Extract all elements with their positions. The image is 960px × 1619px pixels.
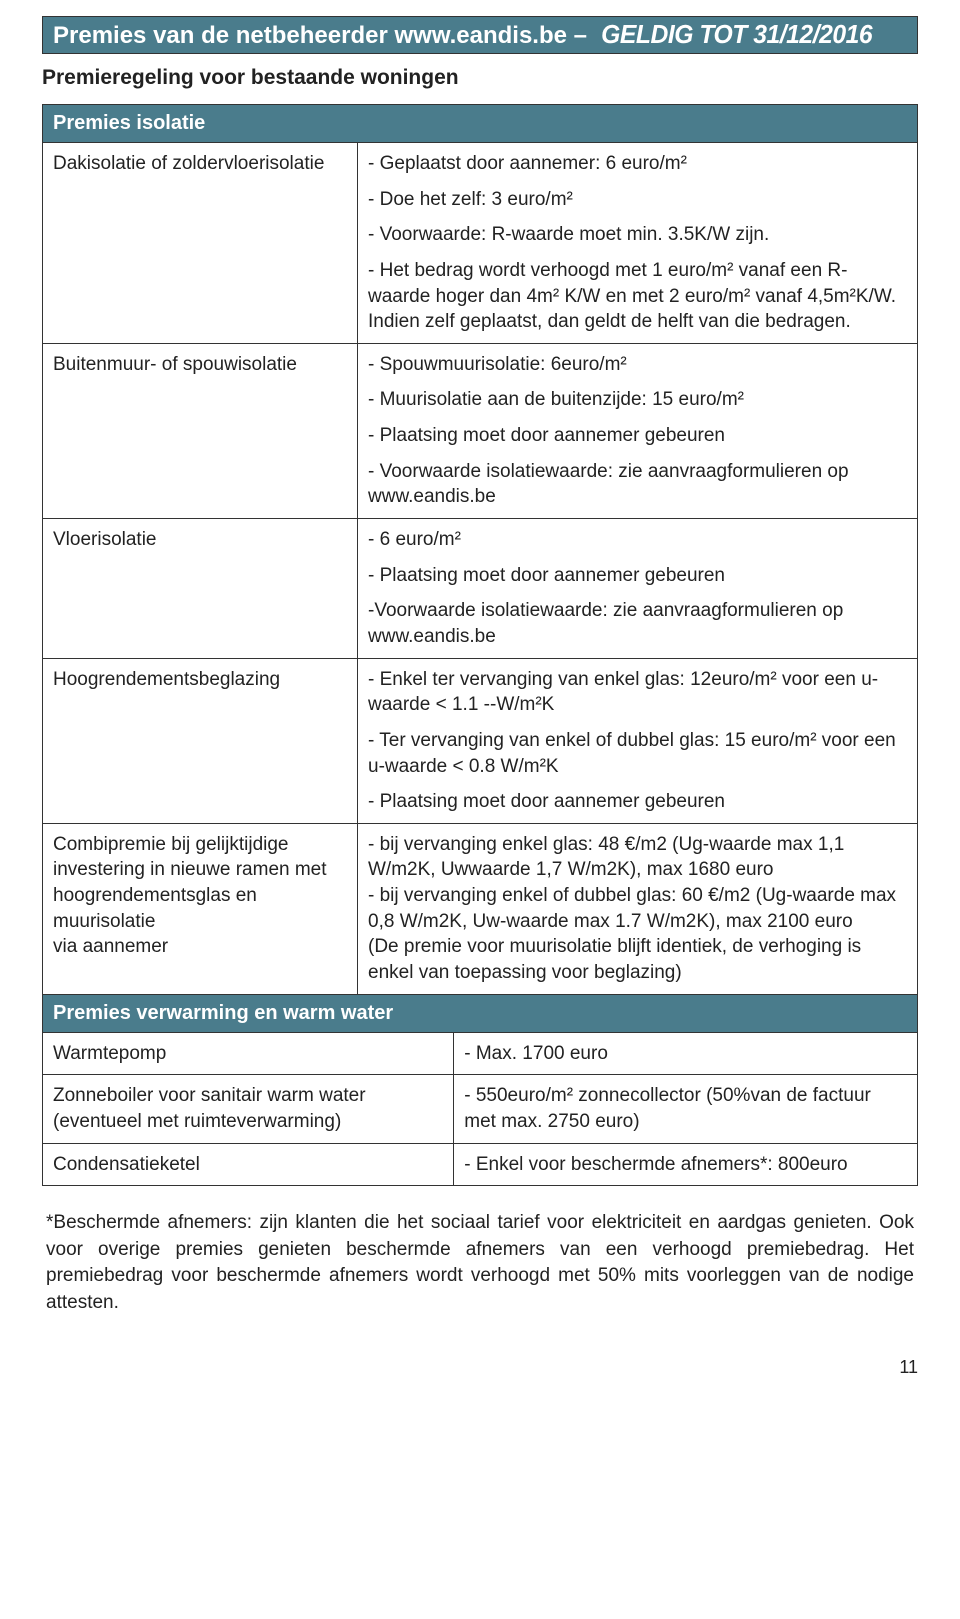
- table-row: Dakisolatie of zoldervloerisolatie - Gep…: [43, 143, 918, 344]
- row-value: - Enkel ter vervanging van enkel glas: 1…: [358, 658, 918, 823]
- row-value: - Max. 1700 euro: [454, 1033, 918, 1075]
- banner-validity: GELDIG TOT 31/12/2016: [601, 19, 872, 50]
- footnote: *Beschermde afnemers: zijn klanten die h…: [42, 1210, 918, 1316]
- table-row: Combipremie bij gelijktijdige investerin…: [43, 823, 918, 994]
- table-row: Hoogrendementsbeglazing - Enkel ter verv…: [43, 658, 918, 823]
- row-value: - 6 euro/m² - Plaatsing moet door aannem…: [358, 519, 918, 659]
- row-label: Hoogrendementsbeglazing: [43, 658, 358, 823]
- row-value: - Enkel voor beschermde afnemers*: 800eu…: [454, 1143, 918, 1186]
- row-value: - bij vervanging enkel glas: 48 €/m2 (Ug…: [358, 823, 918, 994]
- row-value: - Geplaatst door aannemer: 6 euro/m² - D…: [358, 143, 918, 344]
- section-header-verwarming: Premies verwarming en warm water: [43, 994, 918, 1032]
- table-row: Vloerisolatie - 6 euro/m² - Plaatsing mo…: [43, 519, 918, 659]
- premies-table: Premies isolatie Dakisolatie of zoldervl…: [42, 104, 918, 1033]
- page-number: 11: [42, 1357, 918, 1378]
- section-header-isolatie: Premies isolatie: [43, 105, 918, 143]
- table-row: Buitenmuur- of spouwisolatie - Spouwmuur…: [43, 343, 918, 518]
- table-row: Premies verwarming en warm water: [43, 994, 918, 1032]
- subheading: Premieregeling voor bestaande woningen: [42, 66, 918, 90]
- row-label: Vloerisolatie: [43, 519, 358, 659]
- premies-table-bottom: Warmtepomp - Max. 1700 euro Zonneboiler …: [42, 1033, 918, 1187]
- table-row: Zonneboiler voor sanitair warm water (ev…: [43, 1075, 918, 1143]
- row-value: - 550euro/m² zonnecollector (50%van de f…: [454, 1075, 918, 1143]
- row-label: Combipremie bij gelijktijdige investerin…: [43, 823, 358, 994]
- table-row: Premies isolatie: [43, 105, 918, 143]
- banner-sep: –: [567, 22, 594, 49]
- row-value: - Spouwmuurisolatie: 6euro/m² - Muurisol…: [358, 343, 918, 518]
- row-label: Condensatieketel: [43, 1143, 454, 1186]
- table-row: Condensatieketel - Enkel voor beschermde…: [43, 1143, 918, 1186]
- banner-url: www.eandis.be: [394, 22, 567, 49]
- row-label: Buitenmuur- of spouwisolatie: [43, 343, 358, 518]
- row-label: Zonneboiler voor sanitair warm water (ev…: [43, 1075, 454, 1143]
- table-row: Warmtepomp - Max. 1700 euro: [43, 1033, 918, 1075]
- row-label: Warmtepomp: [43, 1033, 454, 1075]
- page-title-banner: Premies van de netbeheerder www.eandis.b…: [42, 16, 918, 54]
- row-label: Dakisolatie of zoldervloerisolatie: [43, 143, 358, 344]
- banner-title: Premies van de netbeheerder: [53, 22, 394, 49]
